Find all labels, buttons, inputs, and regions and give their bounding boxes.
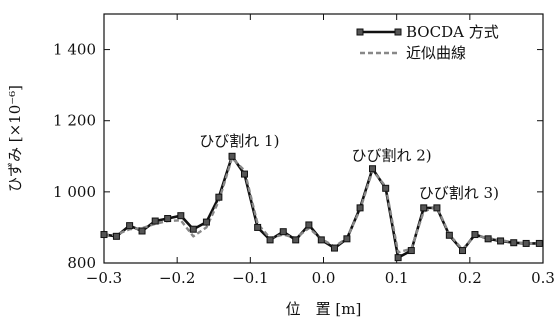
crack-annotation: ひび割れ 1)	[199, 132, 279, 150]
bocda-marker	[189, 225, 197, 233]
y-tick-label: 1 000	[53, 183, 96, 201]
x-tick-label: 0.0	[312, 269, 336, 287]
y-tick-label: 1 200	[53, 112, 96, 130]
bocda-marker	[305, 221, 313, 229]
bocda-marker	[433, 204, 441, 212]
bocda-marker	[445, 231, 453, 239]
series-markers	[100, 152, 543, 262]
bocda-marker	[100, 231, 108, 239]
bocda-marker	[112, 232, 120, 240]
crack-annotation: ひび割れ 3)	[419, 184, 499, 202]
bocda-marker	[215, 193, 223, 201]
bocda-marker	[471, 231, 479, 239]
bocda-marker	[535, 239, 543, 247]
axes-frame	[103, 13, 544, 264]
y-axis-label: ひずみ [×10⁻⁶]	[6, 85, 24, 192]
legend-bocda-marker	[394, 28, 402, 36]
bocda-marker	[126, 222, 134, 230]
bocda-marker	[407, 247, 415, 255]
x-tick-label: −0.3	[86, 269, 122, 287]
ticks: −0.3 −0.2 −0.1 0.0 0.1 0.2 0.3 800 1 000 1 200 1 4…	[53, 14, 555, 287]
bocda-marker	[266, 236, 274, 244]
x-tick-label: 0.1	[385, 269, 409, 287]
legend-bocda-label: BOCDA 方式	[406, 23, 499, 41]
plot-frame	[103, 13, 544, 264]
x-tick-label: −0.2	[159, 269, 195, 287]
x-tick-label: 0.2	[458, 269, 482, 287]
bocda-marker	[317, 236, 325, 244]
bocda-marker	[254, 223, 262, 231]
bocda-marker	[420, 204, 428, 212]
bocda-marker	[240, 170, 248, 178]
bocda-marker	[343, 235, 351, 243]
bocda-marker	[138, 227, 146, 235]
bocda-marker	[459, 247, 467, 255]
crack-annotation: ひび割れ 2)	[351, 146, 431, 164]
bocda-marker	[356, 204, 364, 212]
bocda-marker	[330, 244, 338, 252]
bocda-marker	[484, 235, 492, 243]
bocda-marker	[382, 184, 390, 192]
bocda-marker	[292, 236, 300, 244]
x-tick-label: 0.3	[531, 269, 555, 287]
x-tick-label: −0.1	[232, 269, 268, 287]
bocda-marker	[202, 218, 210, 226]
bocda-marker	[369, 165, 377, 173]
bocda-marker	[164, 215, 172, 223]
annotations: ひび割れ 1) ひび割れ 2) ひび割れ 3)	[199, 132, 499, 202]
bocda-marker	[151, 217, 159, 225]
bocda-marker	[279, 228, 287, 236]
bocda-marker	[228, 152, 236, 160]
legend-bocda-marker	[356, 28, 364, 36]
bocda-marker	[177, 212, 185, 220]
bocda-marker	[497, 237, 505, 245]
bocda-marker	[522, 239, 530, 247]
y-tick-label: 1 400	[53, 41, 96, 59]
x-axis-label: 位 置 [m]	[286, 300, 362, 318]
y-tick-label: 800	[67, 254, 96, 272]
bocda-marker	[394, 254, 402, 262]
bocda-marker	[510, 239, 518, 247]
legend-fit-label: 近似曲線	[406, 44, 466, 62]
